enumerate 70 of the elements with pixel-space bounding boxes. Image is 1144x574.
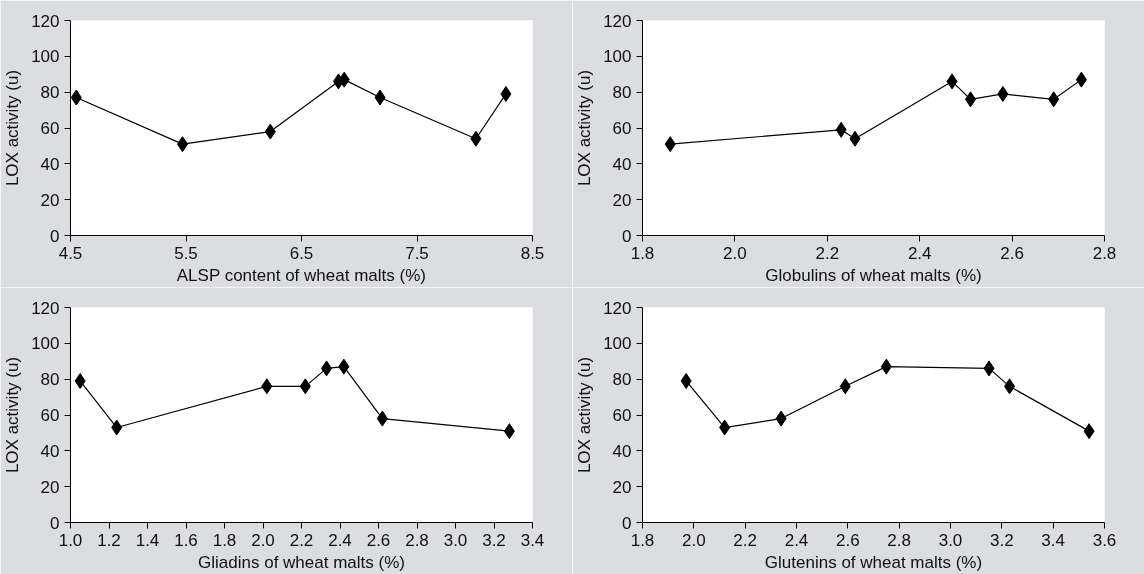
y-tick-label: 0	[622, 226, 632, 246]
x-tick-label: 3.2	[990, 530, 1014, 550]
x-tick-label: 1.2	[97, 530, 121, 550]
x-tick-label: 2.2	[289, 530, 314, 550]
x-tick-label: 2.4	[784, 530, 809, 550]
x-tick-label: 1.4	[135, 530, 160, 550]
x-tick-label: 2.2	[733, 530, 757, 550]
x-tick-label: 3.0	[938, 530, 963, 550]
x-tick-label: 3.4	[1041, 530, 1065, 550]
x-tick-label: 2.6	[366, 530, 391, 550]
y-tick-label: 100	[31, 47, 60, 67]
y-tick-label: 40	[612, 154, 632, 174]
y-axis-title: LOX activity (u)	[3, 356, 23, 474]
y-tick-label: 40	[612, 441, 632, 461]
x-tick-label: 2.0	[723, 243, 747, 263]
x-tick-label: 1.0	[58, 530, 83, 550]
y-axis-title: LOX activity (u)	[575, 69, 595, 187]
y-tick-label: 120	[603, 11, 632, 31]
y-tick-label: 100	[603, 334, 632, 354]
x-tick-label: 1.8	[212, 530, 237, 550]
x-tick-label: 2.0	[251, 530, 275, 550]
x-tick-label: 3.2	[482, 530, 506, 550]
y-tick-label: 60	[40, 119, 60, 138]
y-tick-label: 120	[31, 11, 60, 31]
y-tick-label: 0	[50, 226, 60, 246]
x-tick-label: 2.2	[815, 243, 840, 263]
x-tick-label: 2.4	[328, 530, 352, 550]
x-tick-label: 8.5	[520, 243, 545, 263]
x-tick-label: 2.6	[1000, 243, 1024, 263]
y-tick-label: 60	[40, 406, 60, 425]
y-tick-label: 40	[40, 154, 60, 174]
y-tick-label: 0	[622, 513, 632, 533]
y-axis-title: LOX activity (u)	[3, 69, 23, 187]
x-tick-label: 1.8	[630, 530, 655, 550]
y-tick-label: 80	[40, 370, 60, 390]
x-tick-label: 2.6	[836, 530, 860, 550]
x-tick-label: 2.8	[405, 530, 429, 550]
x-tick-label: 4.5	[58, 243, 83, 263]
x-tick-label: 1.8	[630, 243, 655, 263]
y-tick-label: 40	[40, 441, 60, 461]
x-tick-label: 3.0	[443, 530, 468, 550]
x-axis-title: Globulins of wheat malts (%)	[765, 265, 982, 285]
y-tick-label: 20	[612, 477, 632, 497]
x-tick-label: 6.5	[289, 243, 314, 263]
y-tick-label: 120	[603, 298, 632, 318]
x-tick-label: 2.0	[682, 530, 706, 550]
x-axis-title: Glutenins of wheat malts (%)	[764, 552, 983, 572]
y-tick-label: 80	[40, 83, 60, 103]
y-tick-label: 100	[31, 334, 60, 354]
x-axis-title: Gliadins of wheat malts (%)	[198, 552, 405, 572]
y-tick-label: 20	[40, 190, 60, 210]
y-tick-label: 20	[40, 477, 60, 497]
y-axis-title: LOX activity (u)	[575, 356, 595, 474]
x-tick-label: 5.5	[174, 243, 198, 263]
x-tick-label: 3.4	[520, 530, 545, 550]
x-tick-label: 2.8	[1092, 243, 1117, 263]
y-tick-label: 20	[612, 190, 632, 210]
x-tick-label: 2.8	[887, 530, 911, 550]
y-tick-label: 0	[50, 513, 60, 533]
y-tick-label: 60	[612, 406, 632, 425]
x-tick-label: 3.6	[1092, 530, 1117, 550]
x-axis-title: ALSP content of wheat malts (%)	[176, 265, 426, 285]
x-tick-label: 1.6	[174, 530, 198, 550]
y-tick-label: 80	[612, 83, 632, 103]
x-tick-label: 2.4	[907, 243, 932, 263]
y-tick-label: 80	[612, 370, 632, 390]
y-tick-label: 60	[612, 119, 632, 138]
x-tick-label: 7.5	[405, 243, 429, 263]
y-tick-label: 120	[31, 298, 60, 318]
y-tick-label: 100	[603, 47, 632, 67]
